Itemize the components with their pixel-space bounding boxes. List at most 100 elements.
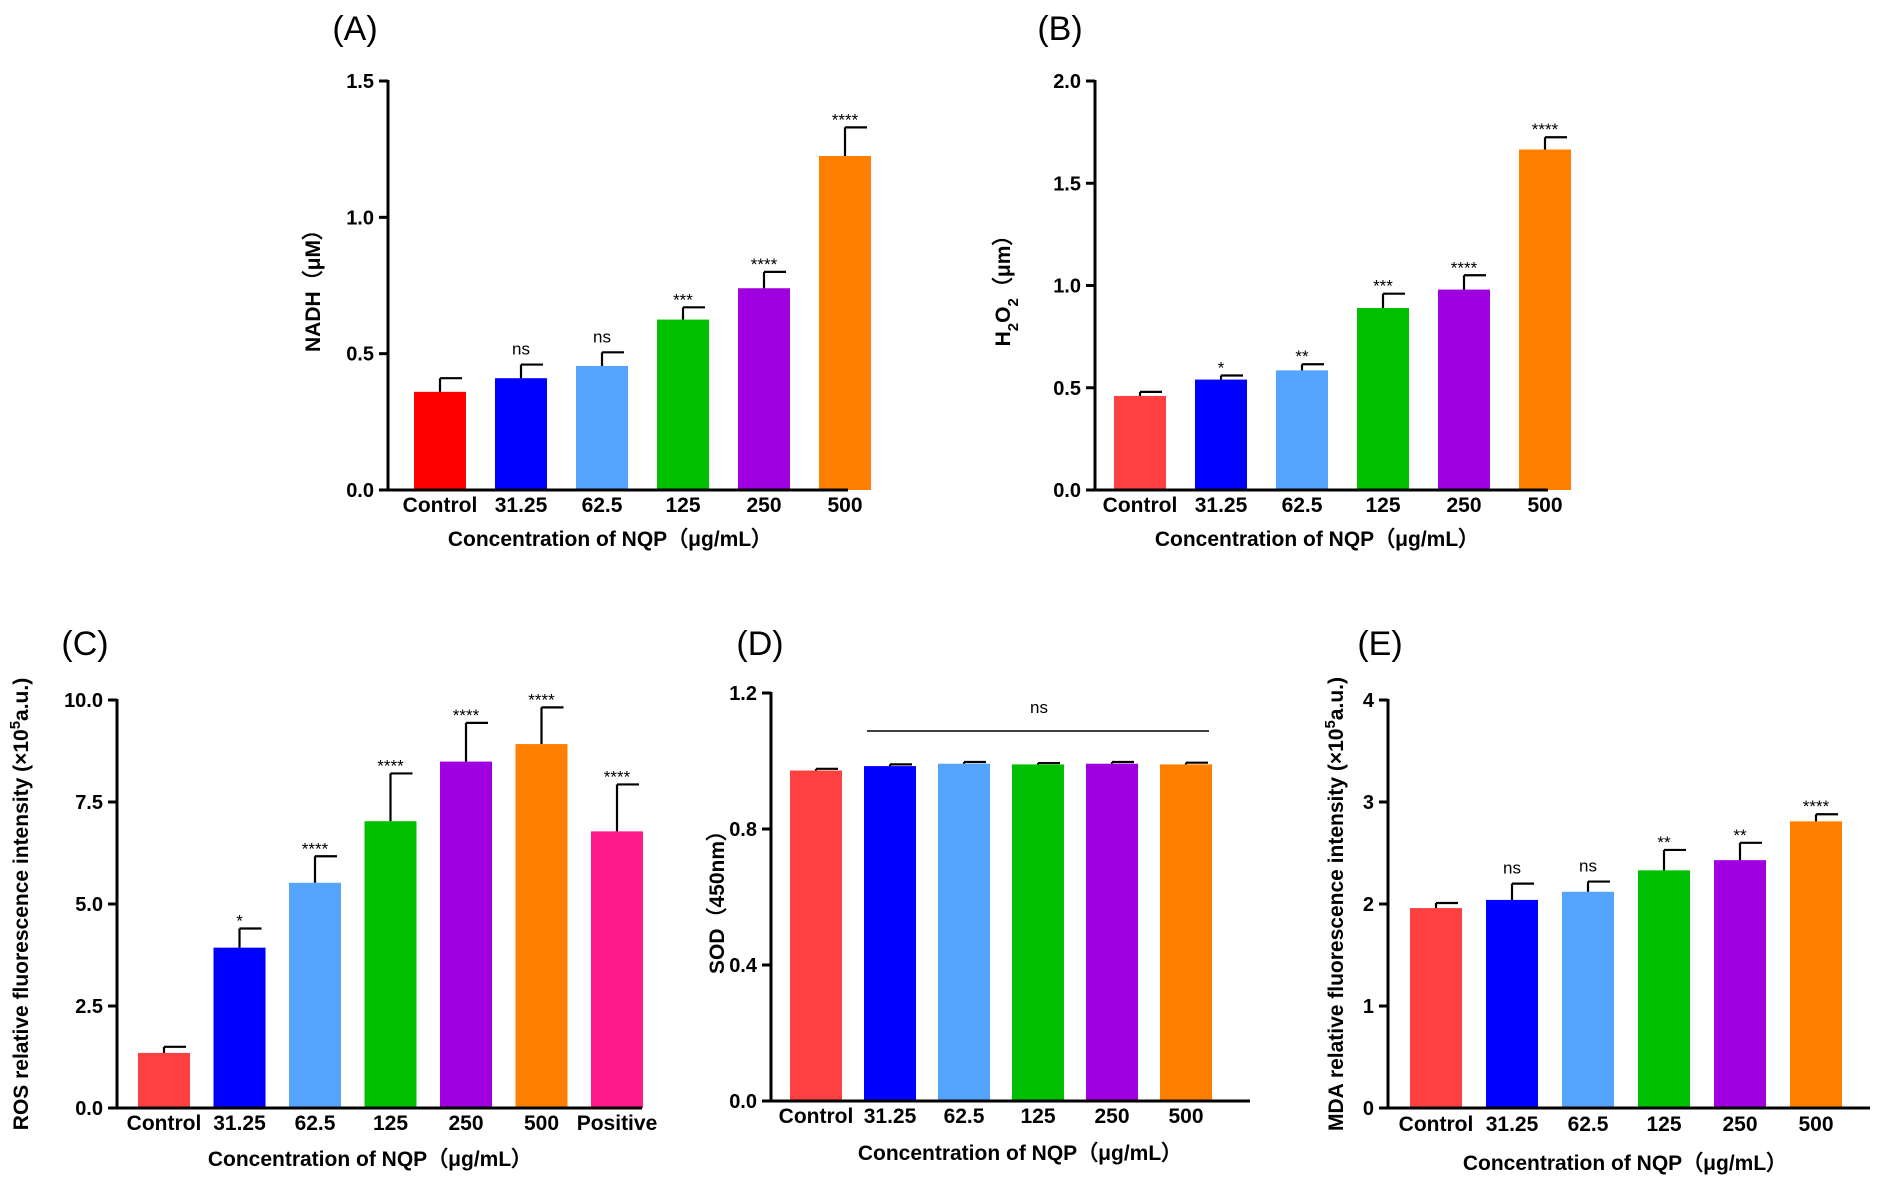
y-axis-title-part: 2	[1005, 298, 1022, 306]
bar-control	[1114, 395, 1166, 490]
bar-125	[1357, 307, 1409, 490]
bar-250	[440, 761, 492, 1108]
y-tick-label: 1.5	[346, 71, 374, 93]
x-tick-label: 250	[1446, 494, 1481, 517]
chart-panel-b: (B) Control * 31.25 ** 62.5 *** 125 **** 250 **** 5…	[991, 10, 1571, 551]
y-axis-title-part: 5	[1322, 720, 1339, 728]
significance-label: ****	[832, 110, 859, 129]
bar-control	[414, 391, 466, 490]
bar-31-25	[495, 378, 547, 490]
x-tick-label: 125	[373, 1112, 408, 1135]
x-tick-label: Positive	[577, 1112, 658, 1135]
y-tick-label: 0.0	[1053, 480, 1081, 502]
significance-label: ****	[751, 255, 778, 274]
significance-label: ****	[453, 706, 480, 725]
y-tick-label: 0.0	[75, 1098, 103, 1120]
significance-label: ns	[1030, 698, 1048, 717]
bar-500	[1790, 821, 1842, 1108]
y-tick-label: 0.8	[729, 819, 757, 841]
bar-positive	[591, 831, 643, 1108]
y-axis-title: H2O2（μm）	[991, 225, 1022, 347]
significance-label: *	[1218, 358, 1225, 377]
y-axis-title-part: MDA relative fluorescence intensity (×10	[1325, 729, 1348, 1131]
x-tick-label: 31.25	[213, 1112, 266, 1135]
bar-250	[738, 288, 790, 490]
bar-62-5	[289, 882, 341, 1108]
y-tick-label: 0.4	[729, 955, 758, 977]
y-tick-label: 0.5	[346, 344, 374, 366]
panel-label: (A)	[332, 10, 377, 48]
bar-62-5	[1562, 891, 1614, 1108]
x-tick-label: 125	[1365, 494, 1400, 517]
bar-control	[1410, 908, 1462, 1108]
x-tick-label: 62.5	[1568, 1113, 1609, 1136]
x-tick-label: 31.25	[1195, 494, 1248, 517]
x-tick-label: 62.5	[1282, 494, 1323, 517]
x-tick-label: 125	[665, 494, 700, 517]
bar-125	[1638, 870, 1690, 1108]
y-tick-label: 1.2	[729, 683, 757, 705]
x-tick-label: 250	[746, 494, 781, 517]
y-axis-title-part: ROS relative fluorescence intensity (×10	[10, 729, 33, 1130]
y-tick-label: 1.5	[1053, 173, 1081, 195]
x-tick-label: 62.5	[944, 1105, 985, 1128]
y-tick-label: 0	[1363, 1098, 1374, 1120]
x-tick-label: Control	[779, 1105, 854, 1128]
bar-500	[1519, 149, 1571, 490]
x-tick-label: 500	[524, 1112, 559, 1135]
y-axis-title-part: a.u.)	[10, 678, 33, 721]
significance-label: ****	[528, 690, 555, 709]
x-tick-label: 250	[1722, 1113, 1757, 1136]
y-tick-label: 1.0	[1053, 276, 1081, 298]
y-tick-label: 2.5	[75, 996, 103, 1018]
y-tick-label: 5.0	[75, 894, 103, 916]
significance-label: ns	[1503, 859, 1521, 878]
x-axis-title: Concentration of NQP（μg/mL）	[1463, 1151, 1787, 1175]
y-tick-label: 0.0	[729, 1091, 757, 1113]
x-tick-label: 125	[1020, 1105, 1055, 1128]
y-axis-title-part: （μm）	[991, 225, 1015, 299]
y-axis-title: MDA relative fluorescence intensity (×10…	[1322, 677, 1348, 1131]
significance-label: ****	[1803, 797, 1830, 816]
bar-500	[819, 155, 871, 490]
x-tick-label: 500	[1527, 494, 1562, 517]
y-tick-label: 1	[1363, 996, 1374, 1018]
y-tick-label: 4	[1363, 690, 1375, 712]
bar-250	[1438, 289, 1490, 490]
x-tick-label: 31.25	[1486, 1113, 1539, 1136]
significance-label: ****	[302, 839, 329, 858]
significance-label: ****	[1451, 258, 1478, 277]
significance-label: ns	[593, 327, 611, 346]
x-tick-label: Control	[403, 494, 478, 517]
chart-panel-a: (A) Control ns 31.25 ns 62.5 *** 125 **** 250 ****…	[301, 10, 871, 551]
x-tick-label: 250	[448, 1112, 483, 1135]
bar-31-25	[1195, 379, 1247, 490]
significance-label: **	[1657, 833, 1671, 852]
x-tick-label: Control	[1399, 1113, 1474, 1136]
y-tick-label: 0.0	[346, 480, 374, 502]
bar-125	[1012, 764, 1064, 1101]
x-tick-label: 62.5	[295, 1112, 336, 1135]
x-tick-label: 62.5	[582, 494, 623, 517]
x-tick-label: 31.25	[864, 1105, 917, 1128]
significance-label: **	[1295, 347, 1309, 366]
y-axis-title-part: 5	[7, 721, 24, 729]
y-tick-label: 0.5	[1053, 378, 1081, 400]
y-tick-label: 1.0	[346, 207, 374, 229]
bar-250	[1086, 763, 1138, 1101]
bar-250	[1714, 860, 1766, 1108]
y-axis-title-part: 2	[1005, 323, 1022, 331]
x-tick-label: 500	[1168, 1105, 1203, 1128]
y-tick-label: 2.0	[1053, 71, 1081, 93]
panel-label: (D)	[736, 625, 783, 663]
x-tick-label: Control	[127, 1112, 202, 1135]
significance-label: ***	[673, 290, 693, 309]
bar-control	[790, 770, 842, 1101]
x-tick-label: Control	[1103, 494, 1178, 517]
significance-label: **	[1733, 826, 1747, 845]
bar-control	[138, 1052, 190, 1108]
panel-label: (B)	[1037, 10, 1082, 48]
panel-label: (C)	[61, 625, 108, 663]
significance-label: *	[236, 911, 243, 930]
